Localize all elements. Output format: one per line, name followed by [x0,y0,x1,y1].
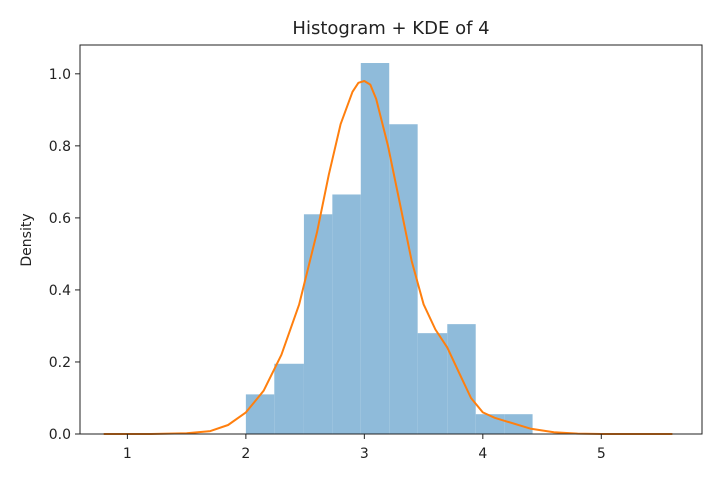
x-tick-label: 3 [360,446,369,462]
y-tick-label: 0.6 [49,211,71,227]
x-tick-label: 4 [478,446,487,462]
histogram-bar-6 [417,333,448,434]
kde-line [103,80,673,435]
histogram-bar-3 [332,194,361,434]
y-axis-ticks: 0.0 0.2 0.4 0.6 0.8 1.0 [49,67,80,443]
y-tick-label: 0.8 [49,139,71,155]
y-tick-label: 0.4 [49,283,71,299]
x-tick-label: 5 [597,446,606,462]
x-axis-ticks: 1 2 3 4 5 [123,434,606,462]
y-tick-label: 1.0 [49,67,71,83]
y-tick-label: 0.2 [49,355,71,371]
histogram-bar-0 [245,394,275,434]
plot-frame [79,44,703,435]
x-tick-label: 2 [241,446,250,462]
x-tick-label: 1 [123,446,132,462]
kde-curve-group [103,80,673,435]
histogram-bar-8 [475,414,505,434]
histogram-bars [245,63,533,435]
y-tick-label: 0.0 [49,427,71,443]
chart-title: Histogram + KDE of 4 [292,18,489,39]
histogram-bar-2 [303,214,333,434]
histogram-bar-4 [360,63,390,435]
y-axis-label: Density [19,213,35,266]
histogram-bar-1 [274,363,304,434]
